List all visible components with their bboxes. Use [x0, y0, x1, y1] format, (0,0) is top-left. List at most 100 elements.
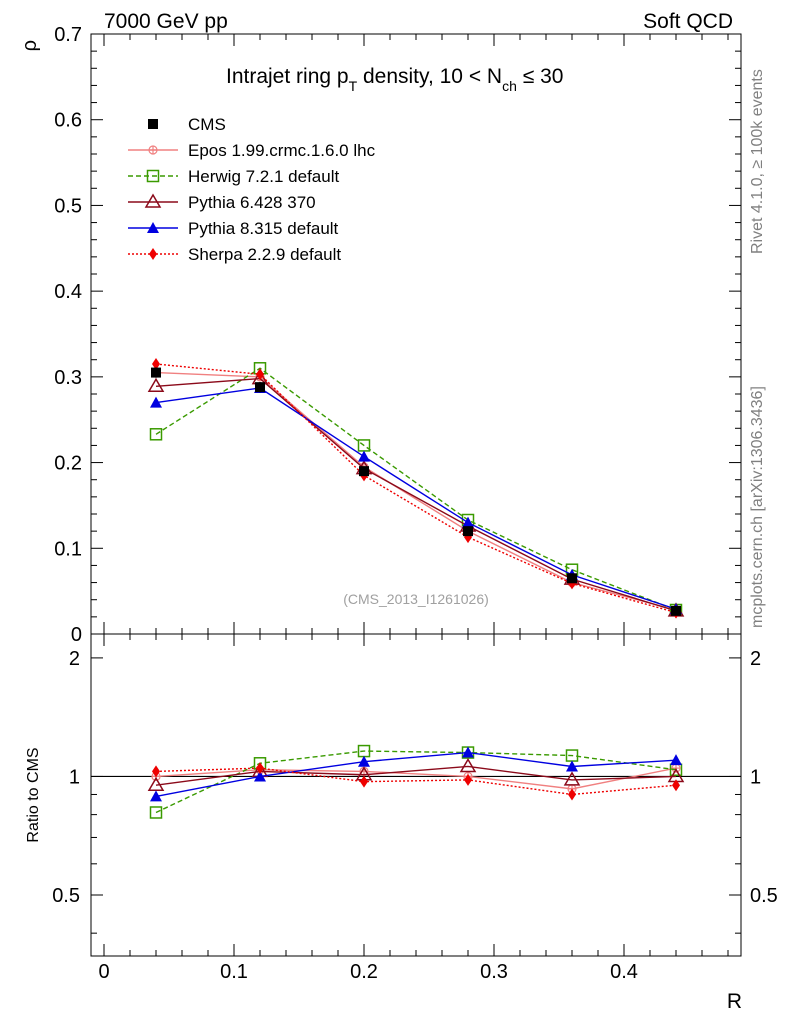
series-line-sherpa — [155, 363, 677, 614]
main-y-tick-labels: 0.1 0.2 0.3 0.4 0.5 0.6 0.7 0 — [54, 24, 82, 646]
ratio-y-tick-label-right: 1 — [750, 766, 761, 788]
data-point-pythia8 — [462, 516, 474, 528]
ratio-axis-ticks — [91, 634, 741, 956]
header-process-label: Soft QCD — [643, 10, 733, 33]
data-point-cms — [151, 367, 161, 378]
legend-label-epos: Epos 1.99.crmc.1.6.0 lhc — [188, 141, 376, 160]
legend-entry-epos: Epos 1.99.crmc.1.6.0 lhc — [128, 141, 376, 160]
header-collision-label: 7000 GeV pp — [104, 10, 228, 33]
legend-marker-herwig — [146, 169, 160, 183]
x-axis-label: R — [727, 990, 742, 1013]
data-point-sherpa — [256, 368, 264, 381]
legend-label-herwig: Herwig 7.2.1 default — [188, 167, 339, 186]
data-point-cms — [671, 605, 681, 616]
main-y-tick-label: 0.4 — [54, 281, 82, 303]
ratio-point-sherpa — [256, 762, 264, 775]
x-tick-label: 0.1 — [220, 961, 248, 983]
series-line-pythia8 — [155, 387, 677, 610]
main-y-tick-label: 0.5 — [54, 195, 82, 217]
data-point-pythia8 — [358, 450, 370, 462]
data-point-pythia8 — [150, 396, 162, 408]
series-pythia6 — [147, 370, 685, 617]
analysis-id-watermark: (CMS_2013_I1261026) — [343, 591, 489, 607]
series-line-herwig — [155, 367, 677, 611]
legend: CMS Epos 1.99.crmc.1.6.0 lhc Herwig 7.2.1 … — [128, 115, 376, 264]
legend-marker-cms — [148, 119, 158, 129]
x-tick-labels: 0 0.1 0.2 0.3 0.4 — [98, 961, 637, 983]
x-tick-label: 0.3 — [480, 961, 508, 983]
legend-marker-pythia6 — [144, 193, 162, 208]
x-tick-label: 0.2 — [350, 961, 378, 983]
legend-entry-pythia6: Pythia 6.428 370 — [128, 193, 316, 212]
ratio-point-sherpa — [464, 773, 472, 786]
main-y-tick-label: 0.1 — [54, 538, 82, 560]
data-point-herwig — [149, 428, 163, 441]
ratio-point-pythia8 — [670, 754, 682, 766]
ratio-point-pythia6 — [459, 757, 477, 773]
series-cms — [151, 367, 681, 616]
legend-entry-herwig: Herwig 7.2.1 default — [128, 167, 339, 186]
ratio-y-tick-label-right: 2 — [750, 648, 761, 670]
main-y-tick-label: 0.6 — [54, 110, 82, 132]
rivet-version-label: Rivet 4.1.0, ≥ 100k events — [749, 69, 766, 254]
ratio-point-herwig — [149, 806, 163, 819]
main-axis-ticks — [91, 33, 741, 635]
data-point-cms — [255, 382, 265, 393]
ratio-series-sherpa — [152, 762, 680, 801]
title-text-part1: Intrajet ring p — [226, 65, 349, 88]
main-chart-title: Intrajet ring pT density, 10 < Nch ≤ 30 — [226, 65, 563, 94]
data-point-sherpa — [152, 358, 160, 370]
legend-marker-pythia8 — [147, 222, 159, 233]
main-y-axis-label: ρ — [19, 40, 41, 51]
x-tick-label: 0 — [98, 961, 109, 983]
ratio-line-pythia6 — [155, 765, 677, 786]
series-epos — [151, 367, 681, 615]
series-sherpa — [152, 358, 680, 619]
legend-label-pythia8: Pythia 8.315 default — [188, 219, 339, 238]
title-text-part3: ≤ 30 — [517, 65, 564, 88]
legend-marker-sherpa — [149, 248, 157, 260]
ratio-y-tick-label-left: 2 — [69, 648, 80, 670]
legend-label-pythia6: Pythia 6.428 370 — [188, 193, 316, 212]
series-line-pythia6 — [155, 377, 677, 612]
mcplots-credit-label: mcplots.cern.ch [arXiv:1306.3436] — [749, 386, 766, 628]
main-y-tick-label: 0.2 — [54, 453, 82, 475]
main-series-group — [147, 358, 685, 619]
data-point-cms — [567, 573, 577, 584]
ratio-y-tick-label-left: 1 — [69, 766, 80, 788]
ratio-point-sherpa — [568, 788, 576, 801]
ratio-point-sherpa — [360, 775, 368, 788]
ratio-point-pythia8 — [462, 746, 474, 758]
title-subscript-ch: ch — [502, 78, 517, 94]
main-y-tick-label: 0.3 — [54, 367, 82, 389]
legend-marker-epos — [148, 145, 158, 155]
ratio-point-pythia8 — [566, 760, 578, 772]
main-y-tick-label: 0.7 — [54, 24, 82, 46]
legend-entry-cms: CMS — [148, 115, 226, 134]
ratio-point-pythia8 — [254, 770, 266, 782]
ratio-panel-frame — [90, 633, 742, 957]
data-point-cms — [463, 526, 473, 537]
ratio-y-axis-label: Ratio to CMS — [25, 747, 42, 842]
title-text-part2: density, 10 < N — [357, 65, 502, 88]
ratio-point-pythia6 — [147, 776, 165, 791]
ratio-y-tick-label-left: 0.5 — [52, 885, 80, 907]
ratio-y-tick-labels: 0.5 0.5 1 1 2 2 — [52, 648, 778, 907]
ratio-point-pythia8 — [358, 755, 370, 767]
ratio-line-sherpa — [155, 767, 677, 796]
data-point-cms — [359, 466, 369, 477]
ratio-point-sherpa — [672, 779, 680, 792]
x-tick-label: 0.4 — [610, 961, 638, 983]
legend-label-cms: CMS — [188, 115, 226, 134]
ratio-y-tick-label-right: 0.5 — [750, 885, 778, 907]
legend-label-sherpa: Sherpa 2.2.9 default — [188, 245, 341, 264]
ratio-series-group — [147, 744, 685, 819]
legend-entry-pythia8: Pythia 8.315 default — [128, 219, 339, 238]
ratio-point-sherpa — [152, 765, 160, 778]
title-subscript-t: T — [349, 78, 358, 94]
ratio-line-pythia8 — [155, 751, 677, 798]
legend-entry-sherpa: Sherpa 2.2.9 default — [128, 245, 341, 264]
ratio-series-pythia8 — [150, 746, 682, 802]
ratio-point-pythia6 — [563, 771, 581, 786]
